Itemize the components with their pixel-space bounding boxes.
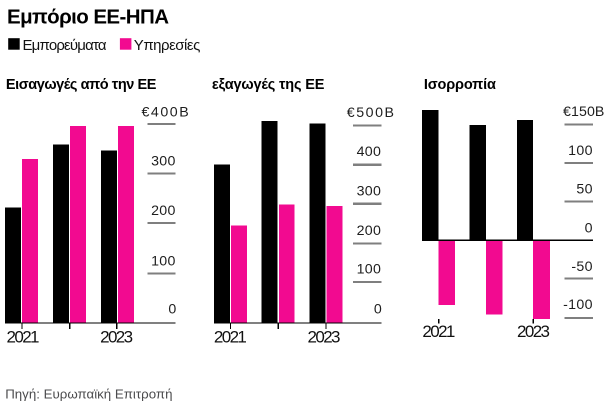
svg-text:100: 100: [568, 143, 593, 159]
svg-text:300: 300: [357, 183, 382, 199]
svg-text:0: 0: [168, 302, 176, 318]
svg-text:2021: 2021: [7, 328, 40, 347]
svg-text:Υπηρεσίες: Υπηρεσίες: [134, 37, 201, 54]
svg-text:200: 200: [357, 223, 382, 239]
svg-text:300: 300: [151, 154, 176, 170]
svg-text:0: 0: [374, 302, 382, 318]
svg-text:Εμπορεύματα: Εμπορεύματα: [23, 37, 107, 54]
svg-text:100: 100: [357, 262, 382, 278]
svg-text:€150B: €150B: [563, 104, 604, 120]
svg-text:-50: -50: [571, 259, 593, 275]
svg-text:Εμπόριο ΕΕ-ΗΠΑ: Εμπόριο ΕΕ-ΗΠΑ: [7, 5, 169, 28]
svg-text:2023: 2023: [517, 322, 550, 341]
svg-text:400: 400: [357, 144, 382, 160]
svg-text:2023: 2023: [308, 328, 341, 347]
svg-text:€400B: €400B: [142, 104, 189, 120]
svg-text:Πηγή: Ευρωπαϊκή Επιτροπή: Πηγή: Ευρωπαϊκή Επιτροπή: [5, 387, 172, 402]
svg-text:εξαγωγές της ΕΕ: εξαγωγές της ΕΕ: [212, 77, 325, 93]
svg-text:Εισαγωγές από την ΕΕ: Εισαγωγές από την ΕΕ: [6, 77, 157, 93]
svg-text:Ισορροπία: Ισορροπία: [424, 77, 496, 93]
svg-text:100: 100: [151, 254, 176, 270]
svg-text:-100: -100: [563, 297, 593, 313]
svg-text:€500B: €500B: [347, 105, 394, 121]
svg-text:2021: 2021: [214, 328, 247, 347]
svg-text:50: 50: [576, 182, 592, 198]
svg-text:0: 0: [585, 220, 593, 236]
svg-text:2021: 2021: [422, 322, 455, 341]
svg-text:2023: 2023: [100, 328, 133, 347]
svg-text:200: 200: [151, 203, 176, 219]
